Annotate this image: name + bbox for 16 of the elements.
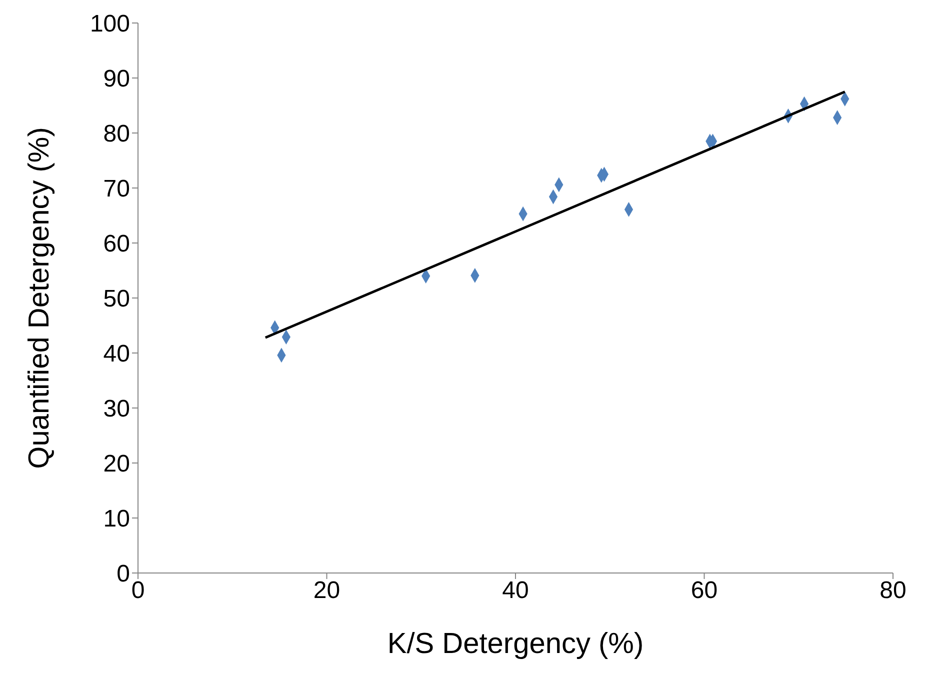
y-tick-label: 80 [103, 120, 130, 148]
y-tick-label: 70 [103, 176, 130, 203]
y-tick-label: 90 [103, 66, 130, 93]
y-tick-label: 30 [103, 396, 130, 423]
y-tick-label: 60 [103, 230, 130, 258]
y-axis-title: Quantified Detergency (%) [23, 127, 56, 469]
x-tick-label: 80 [880, 577, 906, 604]
y-tick-label: 50 [103, 286, 130, 313]
x-tick-label: 60 [690, 577, 718, 604]
y-tick-label: 100 [90, 10, 130, 38]
x-axis-title: K/S Detergency (%) [387, 628, 644, 660]
x-tick-label: 20 [313, 577, 340, 604]
y-tick-label: 10 [103, 506, 130, 533]
y-tick-label: 40 [103, 340, 130, 368]
y-tick-label: 20 [103, 450, 130, 478]
x-tick-label: 40 [502, 577, 529, 604]
